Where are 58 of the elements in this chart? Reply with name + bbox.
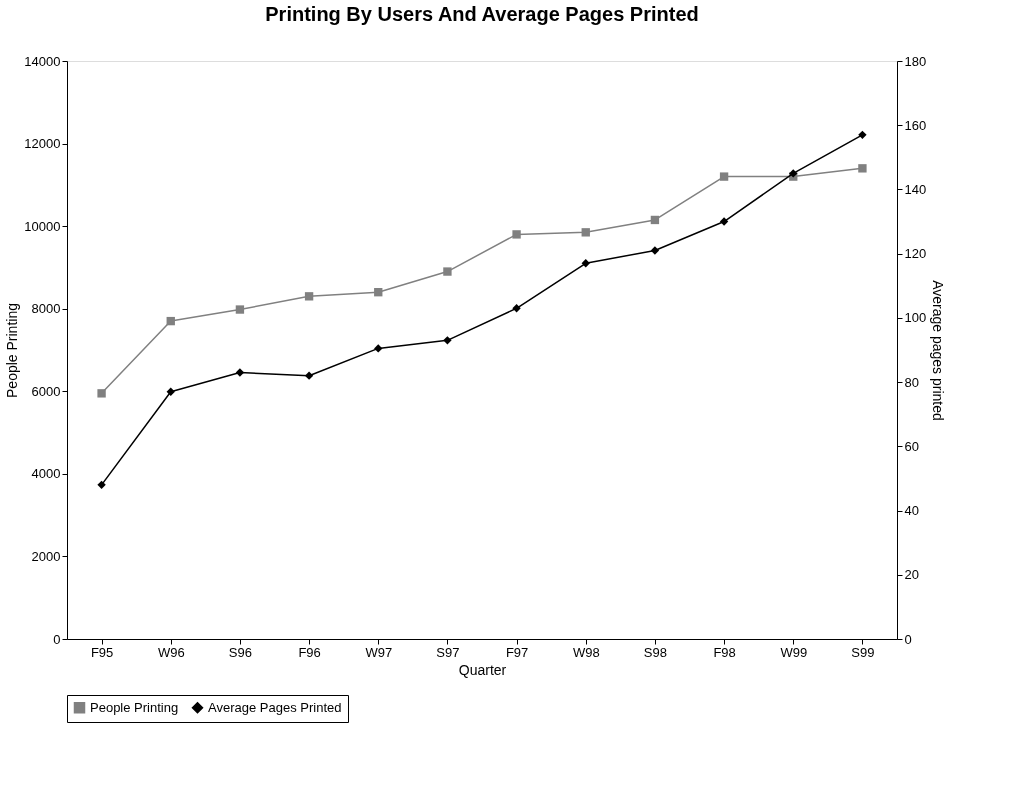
y2-tick-label: 80 bbox=[904, 374, 919, 390]
x-tick-label: F96 bbox=[298, 644, 321, 660]
y2-axis-title: Average pages printed bbox=[930, 280, 947, 421]
x-tick-label: W99 bbox=[780, 644, 808, 660]
x-tick-label: W98 bbox=[572, 644, 600, 660]
point bbox=[443, 336, 452, 345]
y2-tick-label: 0 bbox=[904, 631, 912, 647]
point bbox=[581, 259, 590, 268]
point bbox=[166, 316, 175, 326]
point bbox=[719, 172, 729, 181]
point bbox=[581, 228, 590, 237]
point bbox=[512, 304, 521, 313]
x-axis-title: Quarter bbox=[458, 661, 507, 678]
y2-tick-label: 20 bbox=[904, 567, 919, 583]
y-tick-label: 6000 bbox=[31, 383, 61, 399]
point bbox=[512, 230, 521, 239]
point bbox=[858, 164, 867, 173]
y-tick-label: 10000 bbox=[24, 218, 61, 234]
chart-title: Printing By Users And Average Pages Printed bbox=[265, 3, 699, 25]
y2-tick-label: 160 bbox=[904, 117, 927, 133]
x-tick-label: S99 bbox=[851, 644, 875, 660]
point bbox=[719, 217, 729, 226]
point bbox=[650, 215, 660, 225]
point bbox=[97, 389, 106, 398]
y2-tick-label: 140 bbox=[904, 181, 927, 197]
x-tick-label: W97 bbox=[365, 644, 393, 660]
x-tick-label: S96 bbox=[228, 644, 252, 660]
y-tick-label: 4000 bbox=[31, 466, 61, 482]
point bbox=[235, 368, 245, 377]
x-tick-label: F98 bbox=[713, 644, 736, 660]
x-tick-label: F97 bbox=[505, 644, 529, 660]
legend-label: Average Pages Printed bbox=[208, 699, 342, 715]
y-tick-label: 14000 bbox=[24, 53, 61, 69]
point bbox=[97, 480, 106, 490]
point bbox=[443, 267, 452, 276]
x-tick-label: S98 bbox=[643, 644, 667, 660]
point bbox=[304, 292, 314, 301]
legend-label: People Printing bbox=[90, 699, 179, 715]
y2-tick-label: 60 bbox=[904, 438, 919, 454]
x-tick-label: W96 bbox=[157, 644, 185, 660]
point bbox=[650, 246, 660, 255]
y-tick-label: 0 bbox=[53, 631, 61, 647]
point bbox=[374, 344, 383, 353]
y2-tick-label: 100 bbox=[904, 310, 927, 326]
y-tick-label: 12000 bbox=[24, 136, 61, 152]
x-tick-label: S97 bbox=[436, 644, 460, 660]
point bbox=[235, 305, 245, 314]
point bbox=[858, 130, 867, 140]
y-tick-label: 8000 bbox=[31, 301, 61, 317]
y2-tick-label: 40 bbox=[904, 503, 919, 519]
y2-tick-label: 120 bbox=[904, 246, 927, 262]
point bbox=[374, 288, 383, 297]
y-tick-label: 2000 bbox=[31, 548, 61, 564]
point bbox=[304, 371, 314, 380]
y-axis-title: People Printing bbox=[4, 303, 21, 398]
point bbox=[166, 387, 175, 396]
y2-tick-label: 180 bbox=[904, 53, 927, 69]
x-tick-label: F95 bbox=[90, 644, 114, 660]
